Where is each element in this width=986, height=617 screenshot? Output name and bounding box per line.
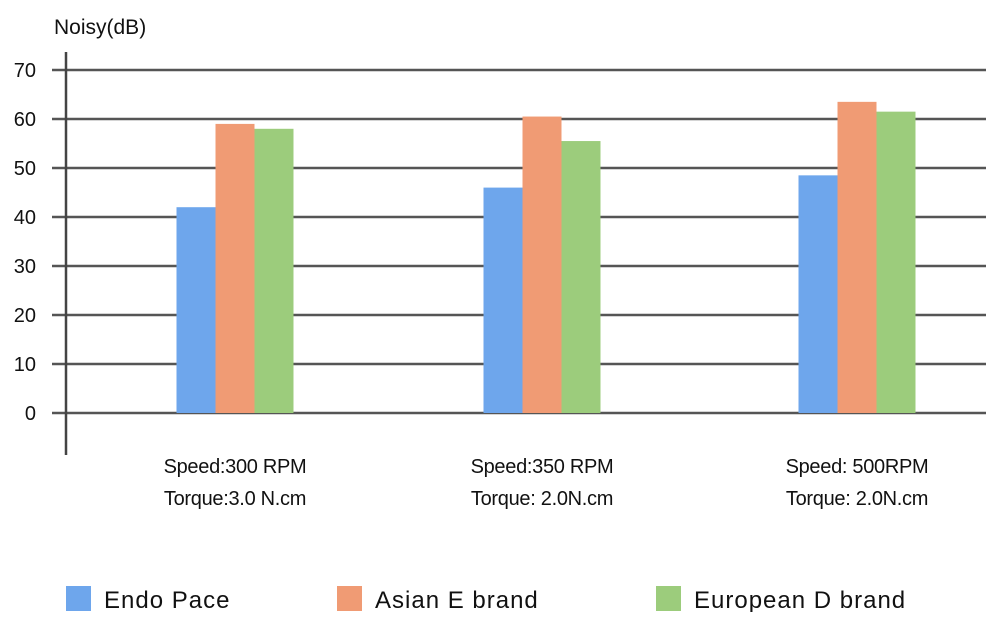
bar-endo-pace — [798, 175, 838, 413]
bar-asian-e-brand — [837, 101, 877, 413]
legend-label: Asian E brand — [375, 587, 539, 612]
y-tick-label: 40 — [14, 207, 36, 229]
y-tick-label: 10 — [14, 354, 36, 376]
y-tick-label: 20 — [14, 305, 36, 327]
bar-european-d-brand — [876, 111, 916, 414]
x-category-label: Torque: 2.0N.cm — [786, 488, 928, 510]
y-axis-label: Noisy(dB) — [54, 16, 146, 39]
y-tick-label: 70 — [14, 60, 36, 82]
y-tick-label: 60 — [14, 109, 36, 131]
x-category-label: Speed: 500RPM — [786, 456, 929, 478]
bar-asian-e-brand — [522, 116, 562, 414]
legend-swatch — [656, 586, 681, 611]
bar-asian-e-brand — [215, 123, 255, 414]
y-tick-label: 0 — [25, 403, 36, 425]
legend-swatch — [66, 586, 91, 611]
y-tick-label: 30 — [14, 256, 36, 278]
legend: Endo Pace Asian E brand European D brand — [66, 586, 906, 614]
legend-label: Endo Pace — [104, 587, 230, 612]
bar-endo-pace — [176, 207, 216, 413]
labels: 0 10 20 30 40 50 60 70 Noisy(dB) Speed:300 RPM Tor… — [14, 16, 929, 510]
x-category-label: Speed:350 RPM — [471, 456, 614, 478]
bar-endo-pace — [483, 187, 523, 413]
legend-swatch — [337, 586, 362, 611]
x-category-label: Torque: 2.0N.cm — [471, 488, 613, 510]
y-tick-label: 50 — [14, 158, 36, 180]
x-category-label: Speed:300 RPM — [164, 456, 307, 478]
x-category-label: Torque:3.0 N.cm — [164, 488, 306, 510]
legend-label: European D brand — [694, 587, 906, 612]
bar-european-d-brand — [561, 141, 601, 414]
bar-european-d-brand — [254, 128, 294, 414]
bars — [176, 101, 916, 414]
